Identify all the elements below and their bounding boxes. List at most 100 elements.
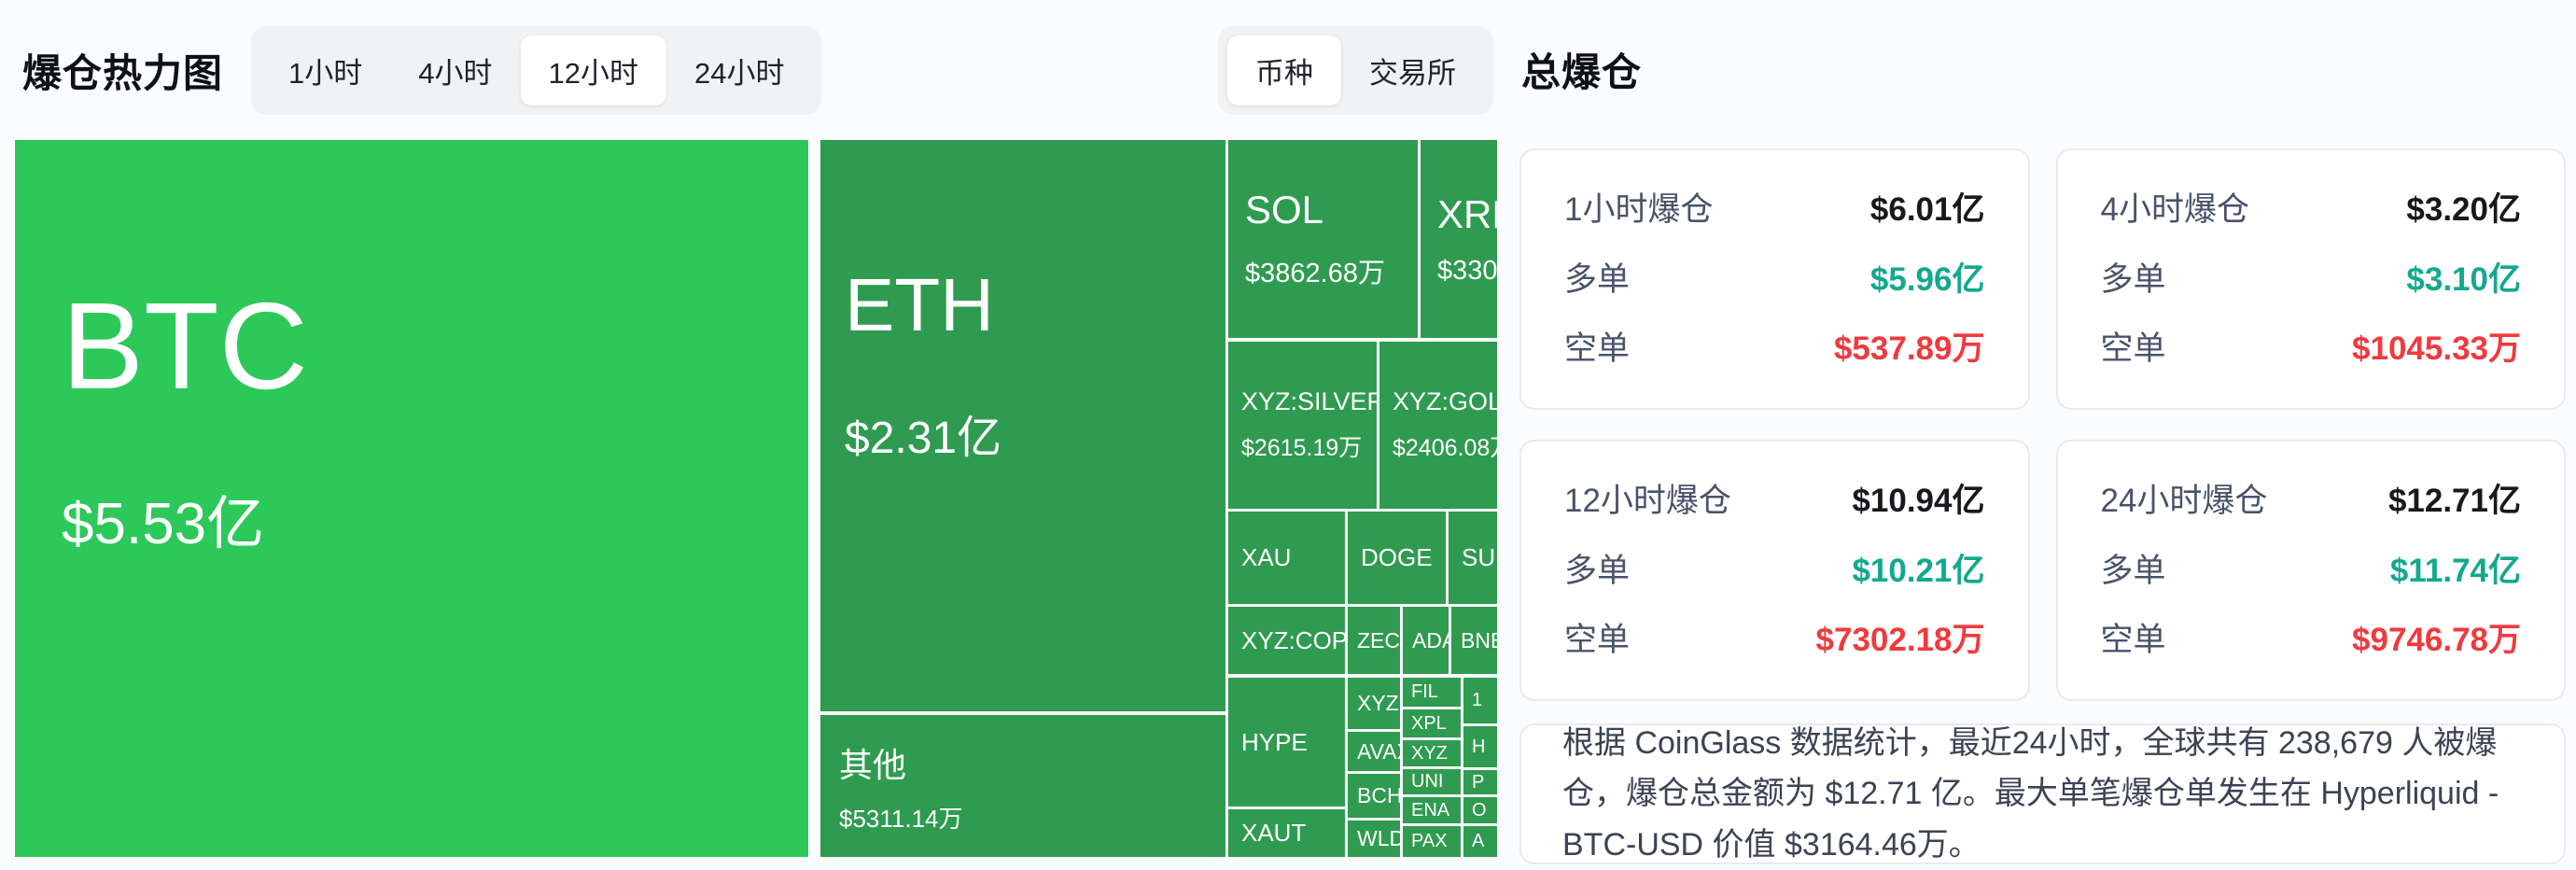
card-long-row: 多单 $10.21亿 bbox=[1564, 554, 1985, 587]
treemap-tile-XAUT[interactable]: XAUT bbox=[1228, 809, 1345, 857]
toggle-交易所[interactable]: 交易所 bbox=[1369, 56, 1456, 90]
tile-value: $5311.14万 bbox=[839, 804, 963, 833]
card-total-value: $3.20亿 bbox=[2406, 191, 2521, 228]
tile-value: $5.53亿 bbox=[62, 491, 265, 556]
treemap-tile-XYZ[interactable]: XYZ bbox=[1403, 740, 1461, 766]
card-total-value: $12.71亿 bbox=[2387, 483, 2521, 519]
treemap-tile-A[interactable]: A bbox=[1463, 826, 1497, 857]
liquidation-card: 24小时爆仓 $12.71亿 多单 $11.74亿 空单 $9746.78万 bbox=[2055, 440, 2566, 701]
treemap: BTC $5.53亿 ETH $2.31亿其他 $5311.14万 SOL $3862.68… bbox=[15, 140, 1497, 857]
treemap-tile-XAU[interactable]: XAU bbox=[1228, 512, 1345, 604]
tile-symbol: UNI bbox=[1411, 771, 1444, 792]
tile-symbol: O bbox=[1472, 799, 1487, 821]
summary-card: 根据 CoinGlass 数据统计，最近24小时，全球共有 238,679 人被… bbox=[1519, 723, 2566, 864]
tile-symbol: XYZ:COPPER bbox=[1241, 625, 1345, 654]
tile-symbol: P bbox=[1472, 771, 1485, 793]
card-long-value: $11.74亿 bbox=[2389, 552, 2521, 589]
treemap-tile-ETH[interactable]: ETH $2.31亿 bbox=[820, 140, 1225, 711]
treemap-tile-XYZ:COPPER[interactable]: XYZ:COPPER bbox=[1228, 607, 1345, 674]
treemap-tile-FIL[interactable]: FIL bbox=[1403, 678, 1461, 707]
card-short-row: 空单 $7302.18万 bbox=[1564, 624, 1985, 656]
treemap-tile-O[interactable]: O bbox=[1463, 797, 1497, 823]
tab-12小时[interactable]: 12小时 bbox=[520, 35, 666, 105]
tile-symbol: XPL bbox=[1411, 712, 1447, 734]
treemap-tile-BNB[interactable]: BNB bbox=[1451, 607, 1497, 674]
tile-symbol: BNB bbox=[1461, 627, 1497, 652]
tile-symbol: ADA bbox=[1412, 627, 1449, 652]
treemap-tile-XYZ:GOLD[interactable]: XYZ:GOLD $2406.08万 bbox=[1379, 342, 1497, 509]
tab-1小时[interactable]: 1小时 bbox=[288, 56, 363, 90]
treemap-tile-UNI[interactable]: UNI bbox=[1403, 769, 1461, 794]
card-long-row: 多单 $5.96亿 bbox=[1564, 263, 1985, 296]
treemap-tile-H[interactable]: H bbox=[1463, 726, 1497, 767]
tile-symbol: ETH bbox=[845, 263, 994, 346]
treemap-tile-ZEC[interactable]: ZEC bbox=[1348, 607, 1400, 674]
treemap-tile-WLD[interactable]: WLD bbox=[1348, 821, 1400, 857]
treemap-tile-SOL[interactable]: SOL $3862.68万 bbox=[1228, 140, 1418, 338]
tile-value: $2.31亿 bbox=[845, 414, 1002, 463]
tile-symbol: 1 bbox=[1472, 690, 1483, 710]
card-short-value: $1045.33万 bbox=[2352, 330, 2521, 367]
view-toggle-group: 币种 交易所 bbox=[1218, 25, 1493, 115]
treemap-tile-PAX[interactable]: PAX bbox=[1403, 826, 1461, 857]
tile-symbol: XYZ bbox=[1411, 742, 1448, 764]
treemap-tile-DOGE[interactable]: DOGE bbox=[1348, 512, 1446, 604]
treemap-tile-XYZ[interactable]: XYZ bbox=[1348, 678, 1400, 729]
treemap-tile-XYZ:SILVER[interactable]: XYZ:SILVER $2615.19万 bbox=[1228, 342, 1377, 509]
liquidation-card: 1小时爆仓 $6.01亿 多单 $5.96亿 空单 $537.89万 bbox=[1519, 148, 2030, 410]
card-short-label: 空单 bbox=[1564, 330, 1631, 367]
tile-symbol: DOGE bbox=[1361, 543, 1433, 571]
card-total-row: 24小时爆仓 $12.71亿 bbox=[2101, 484, 2522, 517]
tile-symbol: XAU bbox=[1241, 543, 1292, 571]
treemap-tile-XPL[interactable]: XPL bbox=[1403, 709, 1461, 737]
treemap-tile-AVAX[interactable]: AVAX bbox=[1348, 732, 1400, 771]
card-short-label: 空单 bbox=[2100, 330, 2166, 367]
tile-symbol: A bbox=[1472, 831, 1485, 851]
card-short-row: 空单 $9746.78万 bbox=[2101, 624, 2522, 656]
tile-symbol: ENA bbox=[1411, 799, 1450, 821]
card-short-value: $7302.18万 bbox=[1815, 622, 1985, 658]
treemap-tile-BCH[interactable]: BCH bbox=[1348, 774, 1400, 818]
card-period-label: 4小时爆仓 bbox=[2100, 191, 2249, 228]
tile-symbol: SUI bbox=[1462, 543, 1497, 571]
treemap-tile-BTC[interactable]: BTC $5.53亿 bbox=[15, 140, 808, 857]
treemap-tile-HYPE[interactable]: HYPE bbox=[1228, 678, 1345, 807]
treemap-tile-SUI[interactable]: SUI bbox=[1449, 512, 1497, 604]
card-total-row: 1小时爆仓 $6.01亿 bbox=[1564, 193, 1985, 226]
card-long-row: 多单 $3.10亿 bbox=[2101, 263, 2522, 296]
treemap-tile-1[interactable]: 1 bbox=[1463, 678, 1497, 723]
tile-symbol: XRP bbox=[1437, 191, 1497, 236]
card-short-label: 空单 bbox=[2100, 622, 2166, 658]
card-short-row: 空单 $1045.33万 bbox=[2101, 332, 2522, 365]
tile-value: $2615.19万 bbox=[1241, 435, 1363, 461]
toggle-币种[interactable]: 币种 bbox=[1227, 35, 1341, 105]
tile-symbol: HYPE bbox=[1241, 727, 1308, 756]
treemap-tile-ENA[interactable]: ENA bbox=[1403, 797, 1461, 823]
tile-value: $2406.08万 bbox=[1393, 435, 1497, 461]
card-period-label: 24小时爆仓 bbox=[2100, 483, 2268, 519]
tile-symbol: H bbox=[1472, 736, 1486, 757]
tile-symbol: SOL bbox=[1245, 188, 1324, 232]
treemap-tile-XRP[interactable]: XRP $3300 bbox=[1421, 140, 1497, 338]
tile-symbol: XAUT bbox=[1241, 819, 1307, 847]
card-long-label: 多单 bbox=[2100, 260, 2166, 298]
card-short-value: $537.89万 bbox=[1833, 330, 1985, 367]
tile-value: $3300 bbox=[1437, 255, 1497, 286]
treemap-tile-P[interactable]: P bbox=[1463, 770, 1497, 794]
tile-symbol: XYZ:GOLD bbox=[1393, 387, 1497, 415]
treemap-tile-其他[interactable]: 其他 $5311.14万 bbox=[820, 715, 1225, 857]
tile-symbol: PAX bbox=[1411, 831, 1448, 851]
card-long-value: $3.10亿 bbox=[2406, 260, 2521, 298]
tile-symbol: XYZ bbox=[1357, 691, 1399, 715]
card-long-row: 多单 $11.74亿 bbox=[2101, 554, 2522, 587]
card-grid: 1小时爆仓 $6.01亿 多单 $5.96亿 空单 $537.89万 4小时爆仓… bbox=[1519, 148, 2566, 701]
tab-4小时[interactable]: 4小时 bbox=[418, 56, 493, 90]
panel-title: 总爆仓 bbox=[1521, 50, 1643, 94]
heatmap-header: 爆仓热力图 1小时 4小时 12小时 24小时 币种 交易所 bbox=[0, 0, 1497, 140]
tab-24小时[interactable]: 24小时 bbox=[694, 56, 785, 90]
card-total-value: $10.94亿 bbox=[1852, 483, 1985, 519]
total-liquidation-panel: 总爆仓 1小时爆仓 $6.01亿 多单 $5.96亿 空单 $537.89万 4… bbox=[1519, 0, 2576, 864]
card-short-value: $9746.78万 bbox=[2352, 622, 2521, 658]
treemap-tile-ADA[interactable]: ADA bbox=[1403, 607, 1449, 674]
